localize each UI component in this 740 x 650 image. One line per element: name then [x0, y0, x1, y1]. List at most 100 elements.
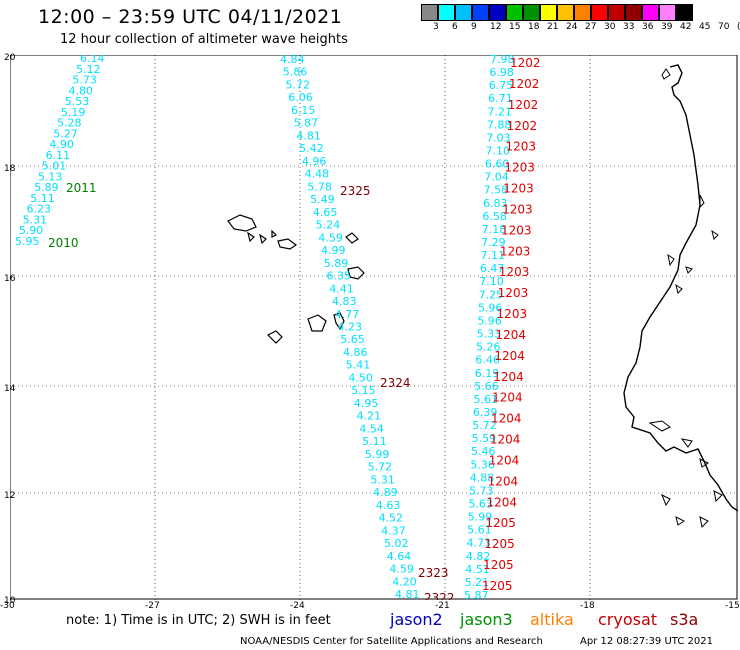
wave-height-label: 7.04: [484, 171, 509, 184]
scale-label: 45: [699, 22, 711, 32]
wave-height-label: 5.27: [53, 127, 77, 140]
wave-height-label: 5.02: [384, 537, 409, 550]
wave-height-label: 6.83: [483, 197, 508, 210]
wave-height-label: 4.84: [280, 55, 305, 66]
scale-swatch: [506, 4, 523, 21]
cape-verde-islands: [227, 214, 365, 344]
wave-height-label: 4.81: [395, 588, 420, 600]
wave-height-label: 4.59: [318, 231, 343, 244]
scale-swatch: [591, 4, 608, 21]
wave-height-label: 4.52: [379, 512, 404, 525]
track-time-label: 1202: [508, 98, 539, 112]
wave-height-label: 5.66: [474, 380, 499, 393]
wave-height-label: 5.78: [307, 180, 332, 193]
wave-height-label: 6.71: [488, 92, 512, 105]
wave-height-label: 4.64: [387, 550, 412, 563]
track-time-label: 2011: [66, 181, 97, 195]
scale-swatch: [540, 4, 557, 21]
track-time-label: 1204: [493, 370, 524, 384]
wave-height-label: 5.24: [316, 219, 341, 232]
scale-label: 18: [528, 22, 540, 32]
track-time-label: 2322: [424, 591, 455, 600]
wave-height-label: 4.90: [49, 138, 74, 151]
wave-height-label: 5.86: [283, 66, 308, 79]
track-time-label: 2323: [418, 566, 449, 580]
track-time-label: 1204: [486, 495, 517, 509]
wave-height-label: 5.89: [34, 181, 59, 194]
wave-height-label: 5.72: [285, 78, 310, 91]
wave-height-label: 5.96: [478, 301, 503, 314]
wave-height-label: 5.11: [30, 192, 55, 205]
wave-height-label: 5.26: [476, 341, 501, 354]
map-title: 12:00 – 23:59 UTC 04/11/2021: [38, 6, 343, 28]
wave-height-label: 4.63: [376, 499, 401, 512]
wave-height-label: 6.60: [485, 158, 510, 171]
x-tick-label: -24: [290, 601, 305, 611]
scale-swatch: [523, 4, 540, 21]
wave-height-label: 7.29: [481, 236, 506, 249]
wave-height-label: 4.80: [69, 84, 94, 97]
scale-label: 39: [661, 22, 673, 32]
wave-height-label: 5.61: [474, 393, 499, 406]
wave-height-label: 7.88: [487, 118, 512, 131]
x-tick-label: -21: [435, 601, 450, 611]
track-time-label: 2010: [48, 236, 79, 250]
scale-swatch: [659, 4, 676, 21]
wave-height-label: 6.11: [46, 149, 71, 162]
wave-height-label: 5.90: [19, 224, 44, 237]
color-scale-bar: [421, 4, 693, 21]
y-tick-label: 18: [4, 164, 16, 174]
wave-height-label: 4.65: [313, 206, 338, 219]
scale-swatch: [676, 4, 693, 21]
wave-height-label: 5.87: [464, 589, 489, 600]
track-time-label: 1204: [491, 412, 522, 426]
scale-swatch: [557, 4, 574, 21]
x-tick-label: -15: [725, 601, 740, 611]
wave-height-label: 4.95: [354, 397, 379, 410]
wave-height-label: 5.11: [362, 435, 387, 448]
scale-swatch: [489, 4, 506, 21]
legend-s3a: s3a: [670, 610, 699, 629]
wave-height-label: 4.99: [321, 244, 346, 257]
track-time-label: 1204: [488, 474, 519, 488]
wave-height-label: 5.49: [310, 193, 335, 206]
wave-height-label: 4.77: [335, 308, 360, 321]
scale-swatch: [472, 4, 489, 21]
wave-height-label: 7.25: [479, 288, 504, 301]
wave-height-label: 4.81: [296, 129, 321, 142]
scale-swatch: [642, 4, 659, 21]
wave-height-label: 7.11: [480, 249, 505, 262]
wave-height-label: 6.23: [26, 203, 51, 216]
wave-height-label: 4.41: [329, 282, 354, 295]
wave-height-label: 5.89: [324, 257, 349, 270]
note-text: note: 1) Time is in UTC; 2) SWH is in fe…: [66, 613, 331, 628]
scale-swatch: [421, 4, 438, 21]
track-time-label: 1204: [489, 453, 520, 467]
wave-height-label: 4.48: [305, 168, 330, 181]
track-time-label: 1203: [504, 161, 535, 175]
scale-label: 3: [433, 22, 439, 32]
wave-height-label: 7.98: [490, 55, 515, 66]
y-tick-label: 16: [4, 274, 16, 284]
wave-height-label: 5.13: [38, 170, 63, 183]
wave-height-label: 5.36: [470, 458, 495, 471]
y-tick-label: 12: [4, 491, 16, 501]
wave-height-label: 5.73: [72, 74, 97, 87]
track-time-label: 1203: [499, 265, 530, 279]
y-tick-label: 10: [4, 596, 16, 606]
wave-height-label: 5.21: [465, 576, 490, 589]
scale-label: 70: [718, 22, 730, 32]
track-time-label: 1204: [495, 328, 526, 342]
wave-height-label: 4.37: [381, 524, 406, 537]
y-tick-label: 20: [4, 53, 16, 63]
wave-height-label: 6.98: [489, 66, 514, 79]
wave-height-label: 7.03: [486, 131, 511, 144]
timestamp-text: Apr 12 08:27:39 UTC 2021: [580, 636, 713, 647]
grid-lines: [10, 55, 738, 600]
wave-height-label: 5.61: [467, 524, 492, 537]
scale-swatch: [438, 4, 455, 21]
wave-height-label: 5.31: [23, 213, 47, 226]
wave-height-label: 5.95: [15, 235, 40, 248]
wave-height-label: 6.19: [475, 367, 500, 380]
scale-swatch: [574, 4, 591, 21]
